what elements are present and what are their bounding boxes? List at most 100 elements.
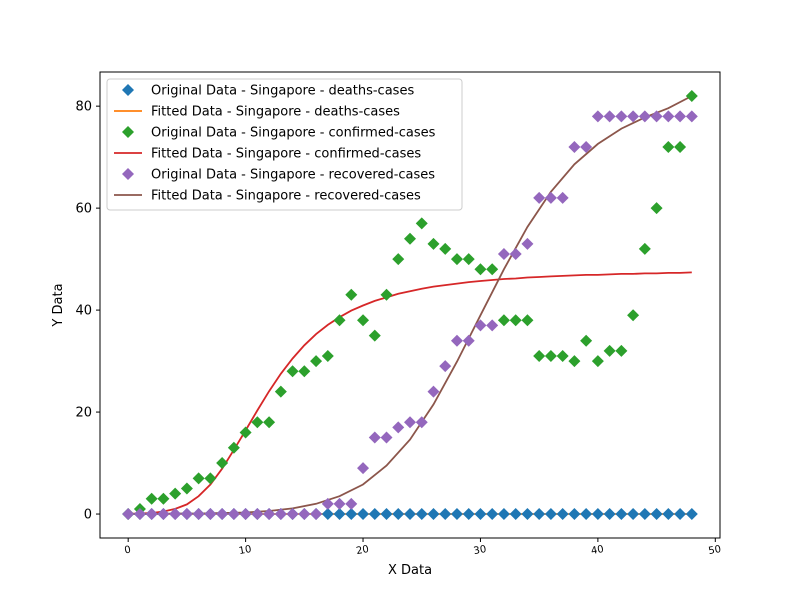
legend-marker: [122, 168, 134, 180]
data-point-series-0: [486, 508, 499, 521]
data-point-series-2: [462, 253, 475, 266]
data-point-series-0: [368, 508, 381, 521]
x-tick-label: 30: [473, 544, 487, 557]
data-point-series-4: [216, 508, 229, 521]
data-point-series-4: [404, 416, 416, 429]
data-point-series-2: [486, 263, 499, 276]
data-point-series-2: [298, 365, 311, 378]
data-point-series-2: [263, 416, 276, 429]
data-point-series-2: [333, 314, 346, 327]
legend-entry-label: Fitted Data - Singapore - recovered-case…: [151, 189, 421, 204]
data-point-series-4: [509, 248, 522, 261]
data-point-series-2: [450, 253, 463, 266]
data-point-series-0: [662, 508, 675, 521]
data-point-series-2: [157, 492, 170, 505]
data-point-series-2: [227, 441, 240, 454]
data-point-series-0: [521, 508, 534, 521]
plot-marks: [122, 89, 698, 521]
data-point-series-4: [239, 508, 252, 521]
data-point-series-4: [368, 431, 381, 444]
y-axis-ticks: 0 20 40 60 80: [75, 100, 100, 523]
data-point-series-4: [497, 248, 510, 261]
data-point-series-2: [239, 426, 252, 439]
data-point-series-4: [591, 110, 604, 123]
data-point-series-0: [392, 508, 405, 521]
legend-entry-label: Fitted Data - Singapore - confirmed-case…: [151, 147, 421, 162]
data-point-series-4: [533, 191, 546, 204]
data-point-series-4: [392, 421, 405, 434]
data-point-series-4: [638, 110, 651, 123]
data-point-series-0: [580, 508, 593, 521]
data-point-series-4: [157, 508, 170, 521]
x-tick-label: 40: [590, 544, 604, 557]
data-point-series-2: [674, 140, 687, 153]
data-point-series-4: [122, 508, 135, 521]
data-point-series-2: [474, 263, 487, 276]
data-point-series-0: [415, 508, 428, 521]
y-tick-label: 0: [84, 508, 92, 523]
legend: Original Data - Singapore - deaths-cases…: [106, 78, 463, 211]
data-point-series-4: [357, 462, 370, 475]
legend-box: [106, 78, 463, 211]
data-point-series-0: [321, 508, 334, 521]
data-point-series-2: [638, 242, 651, 255]
data-point-series-0: [674, 508, 687, 521]
x-tick-label: 10: [238, 544, 252, 557]
data-point-series-4: [145, 508, 158, 521]
data-point-series-4: [486, 319, 499, 332]
data-point-series-0: [333, 508, 346, 521]
legend-entry-label: Original Data - Singapore - deaths-cases: [151, 84, 414, 99]
data-point-series-2: [357, 314, 370, 327]
data-point-series-2: [169, 487, 182, 500]
data-point-series-2: [603, 344, 616, 357]
y-tick-label: 40: [75, 304, 92, 319]
data-point-series-2: [345, 288, 358, 301]
data-point-series-2: [274, 385, 287, 398]
data-point-series-0: [474, 508, 487, 521]
data-point-series-4: [439, 360, 452, 373]
data-point-series-0: [380, 508, 393, 521]
data-point-series-4: [180, 508, 193, 521]
data-point-series-2: [286, 365, 299, 378]
legend-entry-label: Original Data - Singapore - recovered-ca…: [151, 168, 435, 183]
data-point-series-2: [392, 253, 405, 266]
data-point-series-4: [286, 508, 299, 521]
data-point-series-4: [627, 110, 640, 123]
data-point-series-2: [568, 355, 581, 368]
data-point-series-0: [345, 508, 358, 521]
data-point-series-4: [450, 334, 463, 347]
data-point-series-2: [310, 355, 323, 368]
data-point-series-4: [298, 508, 311, 521]
x-tick-label: 20: [355, 544, 369, 557]
data-point-series-2: [380, 288, 393, 301]
data-point-series-4: [192, 508, 205, 521]
data-point-series-0: [427, 508, 440, 521]
data-point-series-4: [427, 385, 440, 398]
y-tick-label: 20: [75, 406, 92, 421]
data-point-series-4: [556, 191, 569, 204]
data-point-series-2: [427, 237, 440, 250]
data-point-series-4: [568, 140, 581, 153]
data-point-series-0: [650, 508, 663, 521]
legend-entry-label: Fitted Data - Singapore - deaths-cases: [151, 105, 400, 120]
data-point-series-2: [650, 202, 663, 215]
data-point-series-2: [439, 242, 452, 255]
data-point-series-0: [627, 508, 640, 521]
data-point-series-2: [145, 492, 158, 505]
plot-frame: [99, 71, 721, 539]
data-point-series-2: [180, 482, 193, 495]
y-axis-label: Y Data: [51, 283, 66, 327]
y-tick-label: 60: [75, 202, 92, 217]
data-point-series-0: [497, 508, 510, 521]
data-point-series-4: [521, 237, 534, 250]
x-tick-label: 0: [124, 545, 132, 557]
data-point-series-4: [204, 508, 217, 521]
x-tick-label: 50: [708, 544, 722, 557]
data-point-series-4: [274, 508, 287, 521]
data-point-series-2: [509, 314, 522, 327]
data-point-series-0: [404, 508, 416, 521]
data-point-series-2: [251, 416, 264, 429]
y-tick-label: 80: [75, 100, 92, 115]
data-point-series-0: [615, 508, 628, 521]
